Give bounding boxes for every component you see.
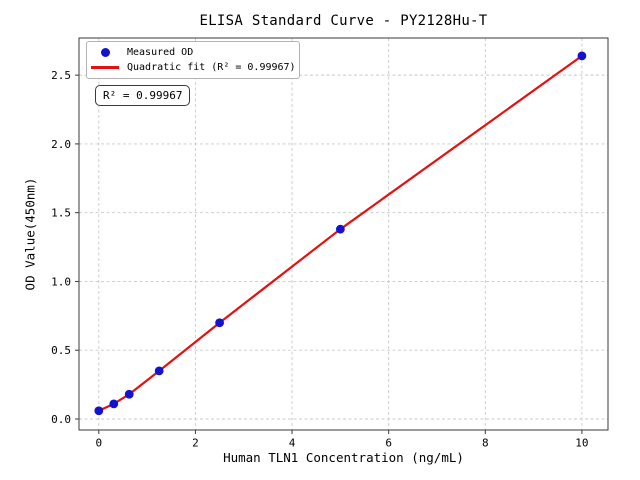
y-tick-label: 2.5 — [51, 69, 71, 82]
legend-label-quadratic-fit: Quadratic fit (R² = 0.99967) — [127, 62, 296, 73]
x-tick-label: 8 — [482, 437, 489, 450]
y-axis-label: OD Value(450nm) — [22, 177, 38, 291]
x-axis-label: Human TLN1 Concentration (ng/mL) — [223, 450, 464, 465]
legend-entry-quadratic-fit: Quadratic fit (R² = 0.99967) — [87, 60, 299, 75]
y-tick-label: 2.0 — [51, 138, 71, 151]
data-point — [215, 318, 224, 328]
y-tick-label: 1.5 — [51, 207, 71, 220]
legend-entry-measured-od: Measured OD — [87, 45, 299, 60]
legend-marker-dot-icon — [100, 48, 110, 57]
legend-label-measured-od: Measured OD — [127, 47, 194, 58]
y-tick-label: 1.0 — [51, 275, 71, 288]
legend-handle — [87, 66, 123, 69]
y-tick-label: 0.0 — [51, 413, 71, 426]
data-point — [154, 366, 164, 376]
data-point — [109, 399, 119, 409]
data-point — [577, 51, 587, 61]
legend: Measured OD Quadratic fit (R² = 0.99967) — [86, 41, 300, 79]
plot-border — [78, 37, 609, 431]
legend-handle — [87, 48, 123, 57]
x-tick-label: 10 — [575, 437, 588, 450]
r-squared-annotation: R² = 0.99967 — [95, 85, 191, 106]
data-point — [124, 389, 134, 399]
x-tick-label: 6 — [385, 437, 392, 450]
x-tick-label: 2 — [192, 437, 199, 450]
x-tick-label: 0 — [95, 437, 102, 450]
chart-title: ELISA Standard Curve - PY2128Hu-T — [199, 13, 488, 29]
x-tick-label: 4 — [289, 437, 296, 450]
y-tick-label: 0.5 — [51, 344, 71, 357]
data-point — [335, 224, 345, 234]
legend-marker-line-icon — [91, 66, 119, 69]
data-point — [94, 406, 104, 416]
